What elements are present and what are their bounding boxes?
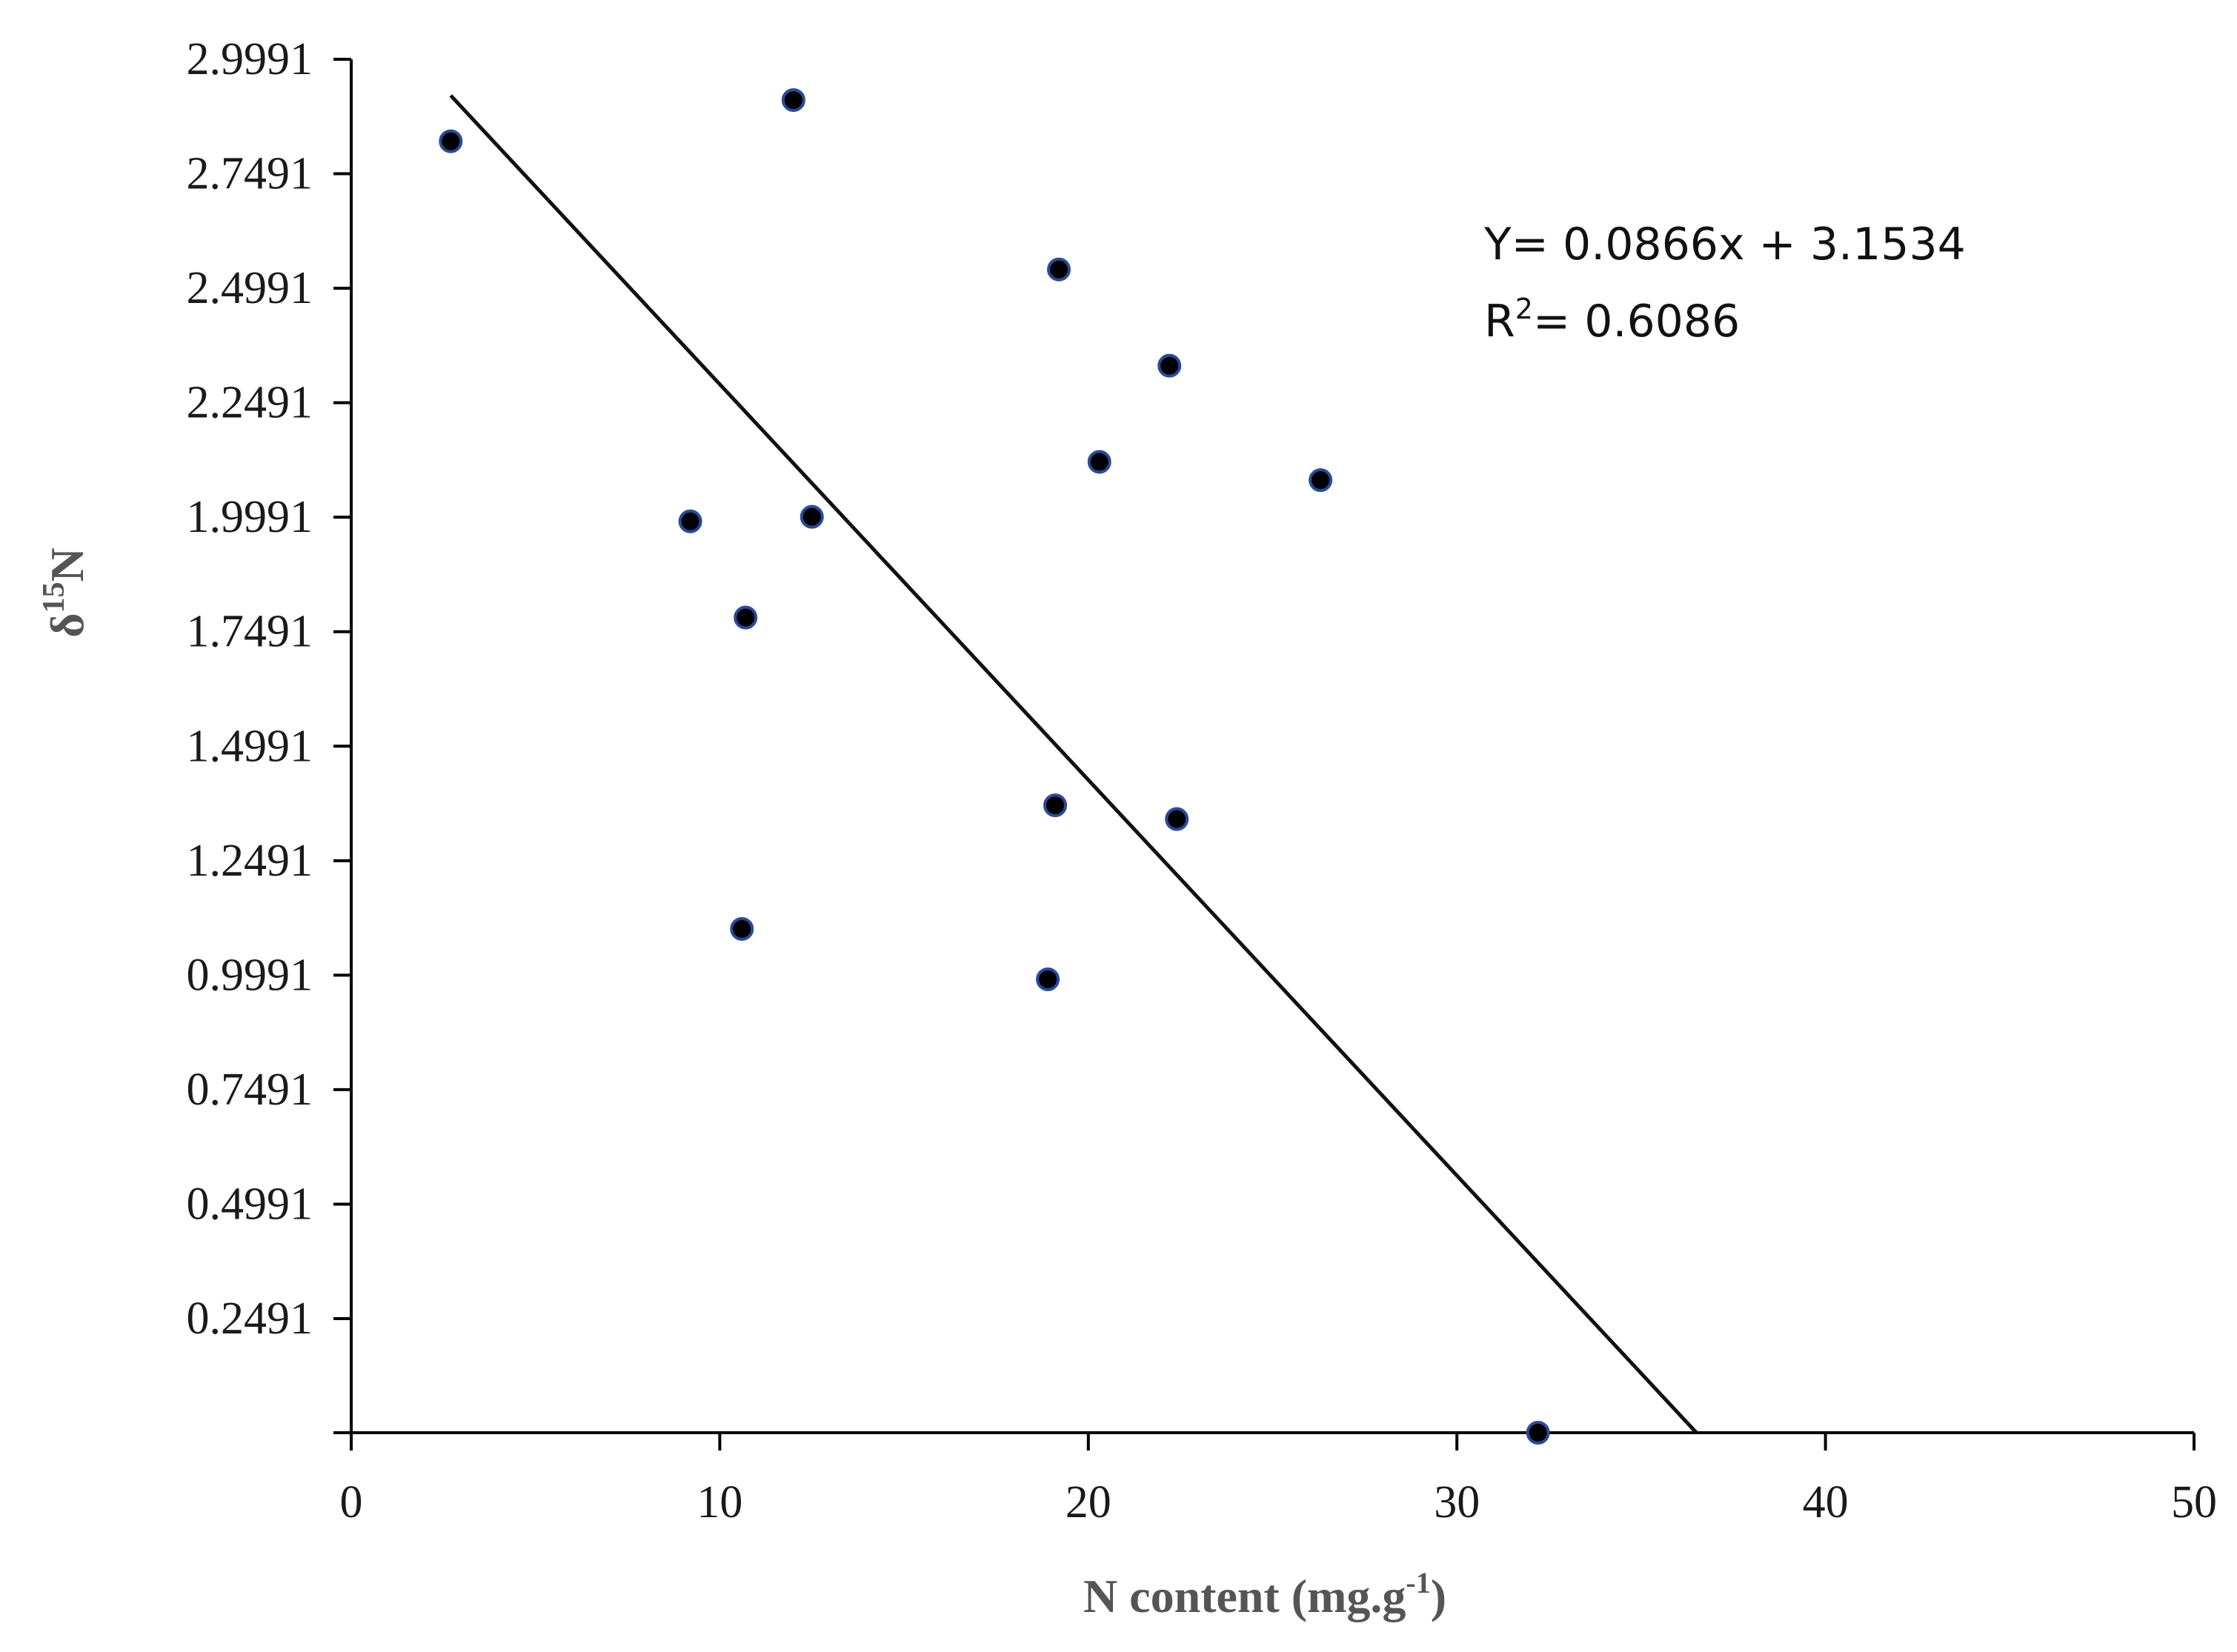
r-squared-value: = 0.6086 (1533, 296, 1740, 347)
y-axis-title-prefix: δ (41, 613, 93, 638)
data-point (1157, 353, 1182, 378)
x-tick-label: 20 (1066, 1477, 1111, 1528)
x-tick-label: 50 (2171, 1477, 2217, 1528)
data-point (781, 88, 805, 113)
x-tick-label: 30 (1434, 1477, 1480, 1528)
trendline (449, 94, 1698, 1434)
y-tick-label: 0.7491 (187, 1065, 313, 1115)
r-squared-sup: 2 (1515, 293, 1533, 325)
x-tick-label: 40 (1803, 1477, 1849, 1528)
y-tick-label: 1.7491 (187, 607, 313, 657)
y-tick-label: 1.2491 (187, 836, 313, 886)
data-point (800, 504, 824, 529)
y-tick-label: 0.2491 (187, 1293, 313, 1344)
x-tick-label: 10 (697, 1477, 742, 1528)
y-tick-label: 2.2491 (187, 378, 313, 428)
y-axis-title-main: N (41, 547, 93, 582)
data-point (1043, 793, 1068, 818)
y-tick-label: 1.9991 (187, 492, 313, 542)
y-tick-label: 1.4991 (187, 721, 313, 771)
data-point (1047, 257, 1071, 282)
data-point (1087, 450, 1111, 474)
y-tick-label: 2.9991 (187, 34, 313, 84)
data-point (678, 509, 702, 533)
data-point (439, 129, 463, 153)
data-point (734, 605, 758, 630)
x-axis-title: N content (mg.g-1) (1083, 1566, 1446, 1622)
r-squared-label: R2= 0.6086 (1484, 293, 1740, 347)
x-axis-title-sup: -1 (1406, 1566, 1430, 1599)
x-axis-title-main: N content (mg.g (1083, 1570, 1406, 1622)
y-ticks: 0.2491 0.4991 0.7491 0.9991 1.2491 1.4991 1.74… (187, 34, 351, 1434)
x-tick-label: 0 (340, 1477, 363, 1528)
y-axis-title: δ15N (37, 547, 93, 637)
data-point (1526, 1421, 1550, 1445)
data-point (1036, 967, 1060, 991)
data-point (1309, 468, 1333, 493)
y-axis-title-sup: 15 (37, 582, 71, 613)
data-point (730, 916, 754, 941)
data-points (439, 88, 1550, 1445)
regression-equation: Y= 0.0866x + 3.1534 (1483, 219, 1966, 270)
trendline-group (449, 94, 1698, 1434)
r-squared-prefix: R (1484, 296, 1515, 347)
x-ticks: 0 10 20 30 40 50 (340, 1433, 2217, 1528)
y-tick-label: 0.4991 (187, 1179, 313, 1229)
y-tick-label: 0.9991 (187, 950, 313, 1000)
data-point (1165, 807, 1189, 831)
x-axis-title-end: ) (1431, 1570, 1446, 1622)
y-tick-label: 2.4991 (187, 263, 313, 313)
y-tick-label: 2.7491 (187, 149, 313, 199)
